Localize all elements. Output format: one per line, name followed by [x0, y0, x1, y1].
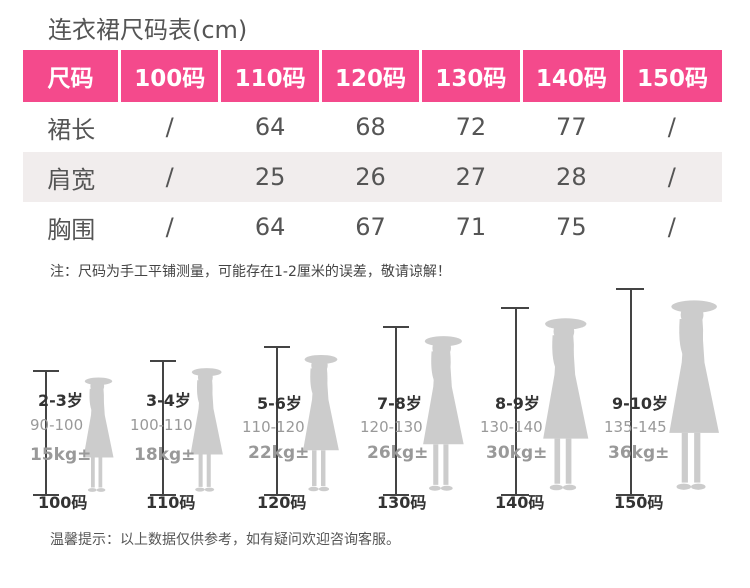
row-label: 胸围 [47, 215, 96, 244]
table-cell: / [621, 152, 722, 202]
height-reference-figures: 2-3岁 90-100 15kg± 100码 3-4岁 100-110 18kg… [0, 280, 750, 520]
reference-tips: 温馨提示：以上数据仅供参考，如有疑问欢迎咨询客服。 [50, 532, 400, 548]
table-cell: / [165, 213, 174, 241]
weight-label: 36kg± [608, 443, 670, 463]
table-cell: / [667, 213, 676, 241]
girl-silhouette-icon [303, 354, 339, 492]
size-code: 120码 [257, 493, 307, 512]
weight-label: 30kg± [486, 443, 548, 463]
weight-label: 26kg± [367, 443, 429, 463]
age-label: 7-8岁 [377, 394, 422, 413]
height-line [630, 288, 632, 495]
row-label: 裙长 [47, 115, 96, 144]
age-label: 2-3岁 [38, 391, 83, 410]
weight-label: 22kg± [248, 443, 310, 463]
size-code: 150码 [614, 493, 664, 512]
header-cell: 110码 [219, 50, 322, 102]
height-line-top [501, 307, 529, 309]
height-line [162, 360, 164, 495]
girl-silhouette-icon [423, 336, 464, 491]
table-row: 胸围 / 64 67 71 75 / [23, 202, 722, 252]
table-cell: 77 [556, 113, 587, 141]
table-cell: 75 [556, 213, 587, 241]
age-label: 9-10岁 [612, 394, 669, 413]
height-line-top [33, 370, 59, 372]
girl-silhouette-icon [83, 377, 114, 492]
table-cell: 68 [355, 113, 386, 141]
row-label: 肩宽 [23, 152, 120, 202]
height-line [395, 326, 397, 495]
height-line-bottom [501, 494, 529, 496]
size-code: 100码 [38, 493, 88, 512]
table-cell: 71 [455, 213, 487, 241]
weight-label: 18kg± [134, 445, 196, 465]
height-range: 130-140 [480, 418, 543, 436]
figure-100: 2-3岁 90-100 15kg± 100码 [30, 280, 130, 512]
table-cell: / [165, 113, 174, 141]
header-cell: 100码 [119, 50, 222, 102]
table-cell: 26 [320, 152, 421, 202]
table-header-row: 尺码 100码 110码 120码 130码 140码 150码 [23, 50, 722, 102]
girl-silhouette-icon [190, 368, 223, 492]
height-range: 110-120 [242, 418, 305, 436]
height-line-top [264, 346, 290, 348]
height-line-bottom [264, 494, 290, 496]
height-line [45, 370, 47, 495]
height-line-bottom [383, 494, 409, 496]
height-range: 135-145 [604, 418, 667, 436]
size-code: 140码 [495, 493, 545, 512]
table-cell: 25 [219, 152, 321, 202]
height-line-bottom [33, 494, 59, 496]
table-cell: 64 [254, 213, 286, 241]
height-range: 100-110 [130, 416, 193, 434]
weight-label: 15kg± [30, 445, 92, 465]
age-label: 8-9岁 [495, 394, 540, 413]
header-cell-size: 尺码 [23, 50, 121, 102]
height-range: 90-100 [30, 416, 84, 434]
measurement-note: 注：尺码为手工平铺测量，可能存在1-2厘米的误差，敬请谅解！ [50, 264, 451, 280]
header-cell: 120码 [320, 50, 423, 102]
figure-110: 3-4岁 100-110 18kg± 110码 [130, 280, 240, 512]
figure-150: 9-10岁 135-145 36kg± 150码 [604, 280, 734, 512]
height-line-bottom [150, 494, 176, 496]
size-code: 130码 [377, 493, 427, 512]
figure-120: 5-6岁 110-120 22kg± 120码 [242, 280, 350, 512]
header-cell: 150码 [621, 50, 722, 102]
table-row: 肩宽 / 25 26 27 28 / [23, 152, 722, 202]
height-line-top [150, 360, 176, 362]
figure-140: 8-9岁 130-140 30kg± 140码 [480, 280, 594, 512]
figure-130: 7-8岁 120-130 26kg± 130码 [360, 280, 475, 512]
table-cell: 28 [521, 152, 622, 202]
height-range: 120-130 [360, 418, 423, 436]
size-code: 110码 [146, 493, 196, 512]
page-title: 连衣裙尺码表(cm) [48, 16, 248, 44]
age-label: 3-4岁 [146, 391, 191, 410]
height-line-top [616, 288, 644, 290]
height-line-bottom [616, 494, 644, 496]
table-cell: / [119, 152, 220, 202]
header-cell: 130码 [420, 50, 523, 102]
girl-silhouette-icon [543, 318, 589, 491]
table-cell: 67 [355, 213, 386, 241]
height-line-top [383, 326, 409, 328]
girl-silhouette-icon [669, 300, 719, 490]
height-line [515, 307, 517, 495]
table-cell: / [667, 113, 676, 141]
table-cell: 64 [254, 113, 286, 141]
size-table: 尺码 100码 110码 120码 130码 140码 150码 裙长 / 64… [23, 50, 722, 252]
table-row: 裙长 / 64 68 72 77 / [23, 102, 722, 152]
table-cell: 27 [420, 152, 522, 202]
header-cell: 140码 [521, 50, 624, 102]
age-label: 5-6岁 [257, 394, 302, 413]
table-cell: 72 [455, 113, 487, 141]
height-line [276, 346, 278, 495]
